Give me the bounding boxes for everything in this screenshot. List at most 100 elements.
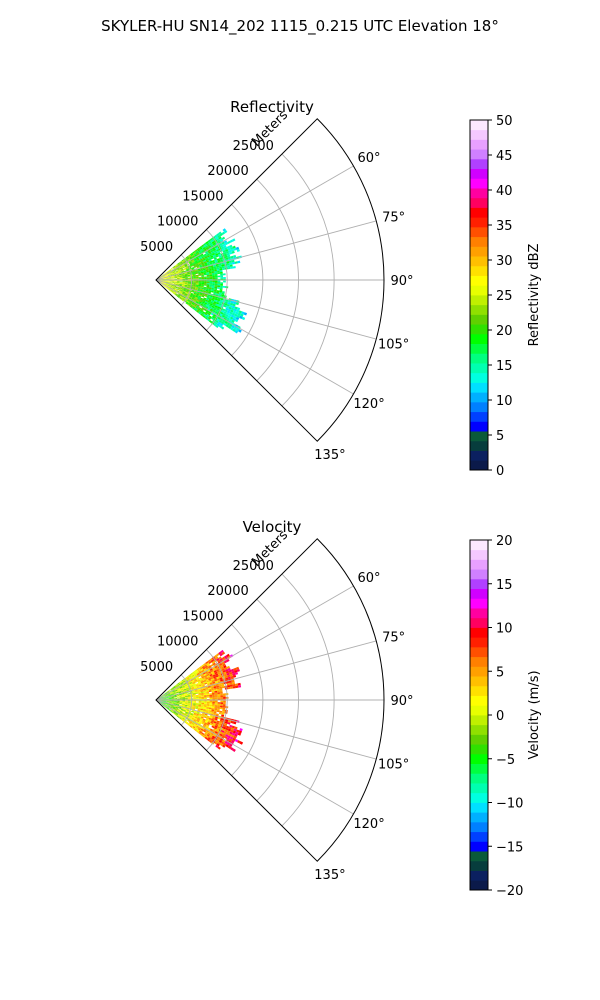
field-cell [208, 708, 212, 711]
field-cell [184, 273, 188, 275]
field-cell [196, 729, 200, 732]
field-cell [204, 262, 208, 265]
field-cell [164, 272, 167, 275]
field-cell [209, 303, 213, 306]
field-cell [204, 696, 207, 698]
field-cell [163, 282, 166, 284]
field-cell [220, 682, 225, 685]
field-cell [204, 263, 208, 266]
field-cell [163, 281, 167, 282]
field-cell [231, 725, 236, 729]
field-cell [201, 665, 205, 669]
field-cell [235, 685, 239, 689]
field-cell [208, 679, 212, 682]
field-cell [200, 680, 204, 684]
field-cell [198, 306, 202, 310]
field-cell [187, 286, 190, 288]
field-cell [192, 707, 196, 709]
field-cell [165, 704, 168, 706]
field-cell [179, 694, 183, 696]
field-cell [215, 254, 219, 258]
field-cell [198, 703, 202, 706]
field-cell [192, 706, 196, 708]
field-cell [179, 296, 183, 299]
field-cell [181, 259, 185, 262]
field-cell [234, 726, 238, 730]
field-cell [188, 717, 192, 720]
field-cell [201, 732, 205, 736]
field-cell [170, 687, 174, 690]
field-cell [203, 704, 207, 706]
field-cell [219, 658, 223, 662]
field-cell [181, 718, 184, 722]
field-cell [195, 676, 199, 679]
field-cell [200, 708, 204, 711]
field-cell [173, 692, 176, 695]
field-cell [200, 297, 204, 300]
field-cell [206, 284, 210, 287]
field-cell [224, 309, 228, 313]
field-cell [181, 691, 185, 693]
field-cell [205, 709, 209, 712]
field-cell [218, 292, 222, 295]
field-cell [204, 256, 208, 259]
field-cell [176, 266, 180, 269]
field-cell [223, 665, 227, 669]
field-cell [190, 724, 194, 728]
field-cell [227, 300, 232, 303]
field-cell [226, 730, 231, 734]
field-cell [190, 253, 194, 257]
field-cell [210, 663, 214, 667]
field-cell [181, 270, 184, 273]
field-cell [201, 245, 205, 249]
field-cell [181, 694, 185, 696]
field-cell [213, 728, 217, 731]
field-cell [168, 283, 171, 285]
field-cell [215, 303, 219, 307]
field-cell [171, 702, 175, 704]
field-cell [165, 694, 168, 696]
field-cell [204, 245, 209, 249]
field-cell [229, 264, 233, 267]
field-cell [179, 297, 182, 300]
field-cell [211, 671, 215, 674]
field-cell [224, 723, 228, 726]
field-cell [177, 698, 180, 700]
field-cell [192, 284, 196, 286]
field-cell [191, 716, 195, 719]
field-cell [191, 718, 194, 721]
field-cell [221, 264, 225, 267]
field-cell [185, 281, 188, 283]
field-cell [163, 701, 167, 703]
field-cell [201, 301, 205, 304]
field-cell [197, 270, 201, 273]
field-cell [163, 700, 167, 702]
field-cell [199, 299, 203, 303]
field-cell [195, 306, 199, 310]
azimuth-gridline [155, 585, 354, 701]
field-cell [226, 665, 230, 669]
azimuth-tick-label: 120° [353, 817, 384, 832]
field-cell [227, 722, 231, 725]
field-cell [186, 300, 190, 303]
field-cell [238, 310, 242, 314]
field-cell [178, 270, 182, 273]
field-cell [170, 290, 173, 293]
field-cell [211, 252, 216, 256]
colorbar-segment [470, 588, 488, 599]
field-cell [176, 695, 180, 697]
field-cell [164, 692, 167, 695]
field-cell [193, 281, 197, 283]
field-cell [187, 258, 191, 261]
field-cell [170, 694, 174, 696]
field-cell [191, 303, 194, 307]
field-cell [220, 259, 224, 262]
field-cell [191, 297, 195, 300]
field-cell [238, 685, 242, 688]
field-cell [160, 280, 164, 282]
field-cell [196, 700, 199, 702]
field-cell [231, 670, 235, 674]
field-cell [203, 716, 207, 719]
field-cell [200, 687, 203, 690]
